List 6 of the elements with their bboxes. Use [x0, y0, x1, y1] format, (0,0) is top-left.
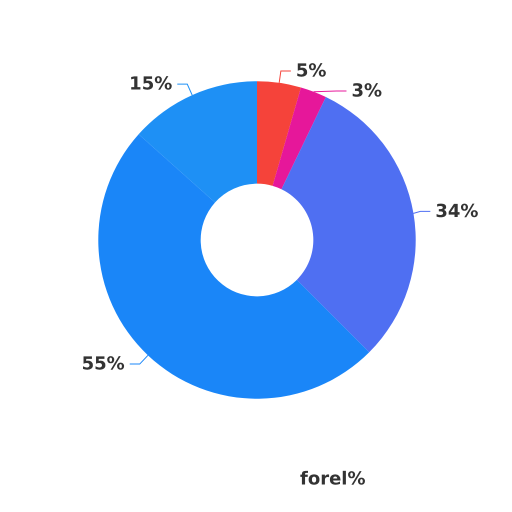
data-label: 34%: [435, 200, 478, 222]
data-label: 3%: [351, 80, 382, 102]
data-label: 5%: [296, 60, 326, 82]
data-label: 15%: [129, 74, 172, 95]
data-label: 55%: [82, 354, 125, 375]
text: forel%: [300, 468, 366, 490]
